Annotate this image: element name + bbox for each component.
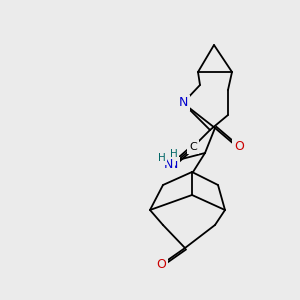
Text: O: O [234, 140, 244, 154]
Text: C: C [189, 142, 197, 152]
Text: N: N [178, 97, 188, 110]
Text: H: H [158, 153, 166, 163]
Text: O: O [156, 259, 166, 272]
Text: H: H [170, 149, 178, 159]
Text: N: N [168, 158, 178, 172]
Text: N: N [163, 158, 173, 172]
